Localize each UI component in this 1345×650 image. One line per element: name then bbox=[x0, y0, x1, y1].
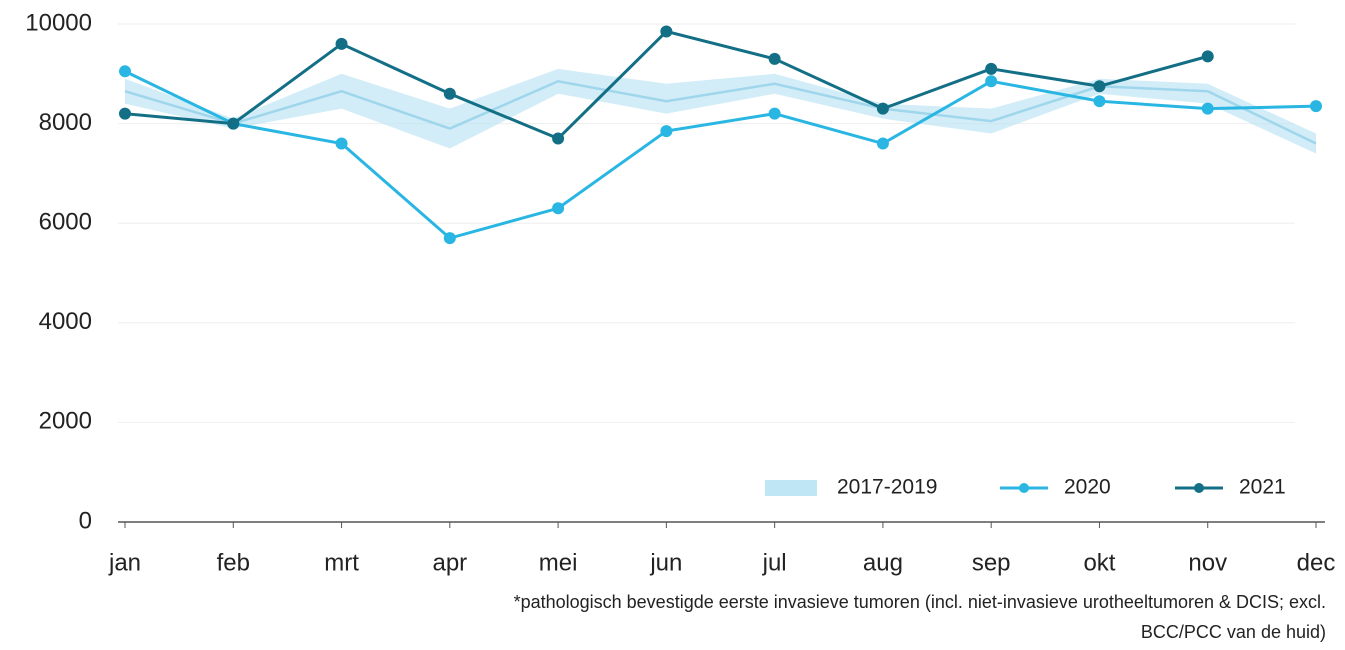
y-tick-label: 4000 bbox=[39, 308, 92, 335]
data-point bbox=[985, 62, 998, 75]
legend-label: 2020 bbox=[1064, 476, 1111, 499]
data-point bbox=[1093, 95, 1106, 108]
data-point bbox=[443, 87, 456, 100]
data-point bbox=[768, 107, 781, 120]
data-point bbox=[1093, 80, 1106, 93]
x-tick-label: feb bbox=[217, 549, 250, 576]
data-point bbox=[1310, 100, 1322, 113]
x-tick-label: okt bbox=[1083, 549, 1115, 576]
footnote: *pathologisch bevestigde eerste invasiev… bbox=[514, 592, 1326, 612]
y-tick-label: 0 bbox=[79, 507, 92, 534]
y-tick-label: 8000 bbox=[39, 109, 92, 136]
data-point bbox=[552, 202, 565, 215]
data-point bbox=[119, 65, 131, 78]
data-point bbox=[552, 132, 565, 145]
data-point bbox=[335, 137, 348, 150]
legend-marker bbox=[1194, 483, 1204, 493]
data-point bbox=[443, 232, 456, 245]
data-point bbox=[660, 125, 673, 138]
x-tick-label: jun bbox=[649, 549, 682, 576]
x-tick-label: sep bbox=[972, 549, 1011, 576]
series-line bbox=[124, 69, 1317, 240]
data-point bbox=[768, 52, 781, 65]
average-line bbox=[124, 79, 1317, 145]
x-tick-label: jan bbox=[108, 549, 141, 576]
y-tick-label: 10000 bbox=[25, 9, 92, 36]
x-tick-label: mei bbox=[539, 549, 578, 576]
x-tick-label: apr bbox=[432, 549, 467, 576]
data-point bbox=[119, 107, 131, 120]
data-point bbox=[876, 102, 889, 115]
data-point bbox=[876, 137, 889, 150]
legend-label: 2021 bbox=[1239, 476, 1286, 499]
data-point bbox=[335, 37, 348, 50]
x-tick-label: dec bbox=[1297, 549, 1336, 576]
legend-swatch bbox=[765, 480, 817, 496]
legend-marker bbox=[1019, 483, 1029, 493]
legend-label: 2017-2019 bbox=[837, 476, 937, 499]
range-band bbox=[125, 68, 1316, 154]
x-tick-label: jul bbox=[762, 549, 787, 576]
data-point bbox=[985, 75, 998, 88]
data-point bbox=[1201, 50, 1214, 63]
footnote: BCC/PCC van de huid) bbox=[1141, 622, 1326, 642]
x-tick-label: nov bbox=[1188, 549, 1227, 576]
y-tick-label: 6000 bbox=[39, 209, 92, 236]
x-tick-label: mrt bbox=[324, 549, 359, 576]
y-tick-label: 2000 bbox=[39, 408, 92, 435]
data-point bbox=[227, 117, 240, 130]
data-point bbox=[660, 25, 673, 38]
data-point bbox=[1201, 102, 1214, 115]
x-tick-label: aug bbox=[863, 549, 903, 576]
